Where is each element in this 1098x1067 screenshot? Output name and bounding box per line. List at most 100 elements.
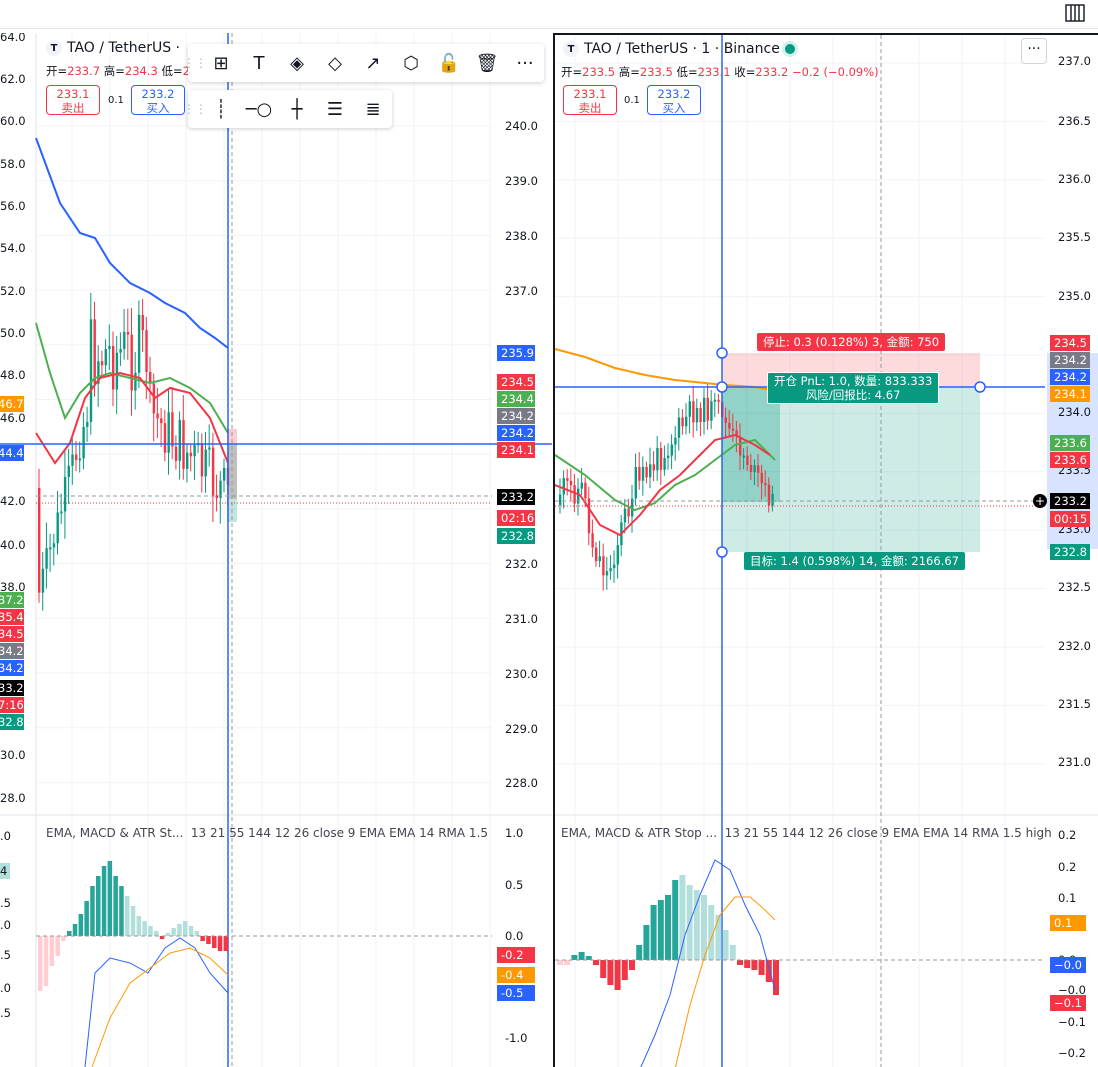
candle-body: [49, 547, 52, 550]
vertical-line-icon[interactable]: ┊: [215, 98, 227, 120]
chart-settings-icon[interactable]: ↗: [365, 52, 381, 74]
candle-body: [56, 512, 59, 544]
candle-body: [219, 480, 222, 499]
right-indicator-title[interactable]: EMA, MACD & ATR Stop ... 13 21 55 144 12…: [561, 826, 1052, 840]
macd-histogram-bar: [751, 960, 758, 970]
candle-body: [717, 399, 720, 402]
market-open-status-icon: [784, 44, 795, 54]
left-axis-label: 64.0: [0, 33, 26, 44]
candle-body: [695, 408, 699, 423]
s-lines-icon[interactable]: ☰: [326, 98, 344, 120]
macd-line: [640, 859, 776, 1067]
left-axis-label: 58.0: [0, 157, 26, 171]
candle-body: [163, 423, 167, 453]
candle-body: [63, 477, 67, 512]
more-options-button[interactable]: ···: [1021, 38, 1047, 64]
macd-histogram-bar: [43, 936, 49, 986]
macd-histogram-bar: [701, 895, 707, 960]
indicator-tag: -0.2: [497, 947, 535, 963]
drag-handle-icon[interactable]: ⋮⋮: [183, 56, 207, 70]
open-position-label[interactable]: 开仓 PnL: 1.0, 数量: 833.333 风险/回报比: 4.67: [767, 372, 940, 404]
candle-body: [86, 421, 89, 427]
grid-layout-icon[interactable]: [1064, 3, 1086, 23]
candle-body: [559, 494, 562, 505]
add-alert-plus: +: [1035, 494, 1045, 508]
fill-color-icon[interactable]: ◈: [290, 52, 304, 74]
line-color-icon[interactable]: ◇: [328, 52, 342, 74]
candle-body: [605, 571, 609, 576]
left-chart-pane[interactable]: T TAO / TetherUS · 开=233.7 高=234.3 低=2 2…: [0, 33, 552, 1067]
candle-body: [193, 444, 196, 457]
macd-histogram-bar: [722, 930, 729, 960]
left-sell-button[interactable]: 233.1 卖出: [46, 85, 100, 115]
candle-body: [41, 568, 45, 593]
right-chart-pane[interactable]: + T TAO / TetherUS · 1 · Binance ··· 开=2…: [553, 33, 1098, 1067]
horizontal-ray-icon[interactable]: ─○: [245, 98, 273, 120]
right-buy-button[interactable]: 233.2 买入: [647, 85, 701, 115]
indicator-left-axis-label: .5: [0, 948, 11, 962]
candle-body: [200, 443, 204, 477]
candle-body: [652, 464, 655, 471]
left-axis-tag: 34.2: [0, 643, 24, 659]
price-axis-label: 228.0: [505, 776, 538, 790]
macd-histogram-bar: [693, 890, 700, 960]
text-tool-icon[interactable]: T: [253, 52, 265, 74]
macd-histogram-bar: [564, 960, 571, 965]
right-sell-button[interactable]: 233.1 卖出: [563, 85, 617, 115]
macd-histogram-bar: [188, 926, 194, 936]
price-axis-label: 240.0: [505, 119, 538, 133]
left-axis-label: 38.0: [0, 580, 26, 594]
candle-body: [613, 564, 616, 569]
drawing-handle: [974, 381, 986, 393]
macd-histogram-bar: [212, 936, 217, 948]
right-chart-canvas[interactable]: +: [555, 35, 1098, 1067]
macd-histogram-bar: [614, 960, 621, 990]
drawing-toolbar-primary[interactable]: ⋮⋮ ⊞ T ◈ ◇ ↗ ⬡ 🔓 🗑 ···: [183, 44, 544, 82]
crosshair-icon[interactable]: ┼: [291, 98, 303, 120]
drawing-handle: [716, 347, 728, 359]
macd-histogram-bar: [600, 960, 607, 978]
candle-body: [119, 349, 122, 353]
left-axis-label: 54.0: [0, 241, 26, 255]
macd-histogram-bar: [148, 926, 153, 936]
left-symbol-title[interactable]: T TAO / TetherUS ·: [46, 40, 180, 56]
right-symbol-title[interactable]: T TAO / TetherUS · 1 · Binance: [563, 41, 795, 57]
candle-body: [742, 455, 745, 458]
candle-body: [171, 412, 174, 447]
indicator-left-axis-label: .0: [0, 918, 11, 932]
price-axis-label: 231.0: [505, 612, 538, 626]
macd-histogram-bar: [67, 931, 72, 936]
candle-body: [112, 345, 115, 390]
candle-body: [223, 467, 226, 481]
drag-handle-icon[interactable]: ⋮⋮: [183, 102, 207, 116]
candle-body: [115, 352, 119, 390]
left-indicator-title[interactable]: EMA, MACD & ATR St... 13 21 55 144 12 26…: [46, 826, 489, 840]
candle-body: [130, 334, 133, 391]
position-target-zone: [722, 387, 980, 552]
drawing-toolbar-secondary[interactable]: ⋮⋮ ┊ ─○ ┼ ☰ ≣: [183, 90, 392, 128]
macd-histogram-bar: [643, 925, 650, 960]
stop-loss-label[interactable]: 停止: 0.3 (0.128%) 3, 金额: 750: [757, 333, 946, 351]
target-label[interactable]: 目标: 1.4 (0.598%) 14, 金额: 2166.67: [744, 552, 965, 570]
indicator-axis-label: 0.2: [1058, 828, 1077, 842]
left-axis-tag: 34.5: [0, 626, 24, 642]
trash-icon[interactable]: 🗑: [475, 52, 499, 74]
left-buy-button[interactable]: 233.2 买入: [131, 85, 185, 115]
candle-body: [104, 349, 107, 366]
left-chart-canvas[interactable]: [0, 33, 552, 1067]
candle-body: [670, 444, 673, 456]
macd-histogram-bar: [49, 936, 55, 966]
lock-icon[interactable]: 🔓: [437, 52, 461, 74]
ema-55-line: [35, 322, 229, 434]
candle-body: [753, 465, 756, 473]
l-lines-icon[interactable]: ≣: [365, 98, 381, 120]
position-realized-zone: [722, 387, 780, 502]
layout-plus-icon[interactable]: ⊞: [213, 52, 229, 74]
candle-body: [189, 452, 193, 457]
hexagon-icon[interactable]: ⬡: [403, 52, 419, 74]
candle-body: [71, 454, 74, 466]
more-icon[interactable]: ···: [516, 52, 534, 74]
candle-body: [659, 448, 663, 470]
macd-histogram-bar: [61, 936, 66, 941]
left-axis-label: 48.0: [0, 368, 26, 382]
